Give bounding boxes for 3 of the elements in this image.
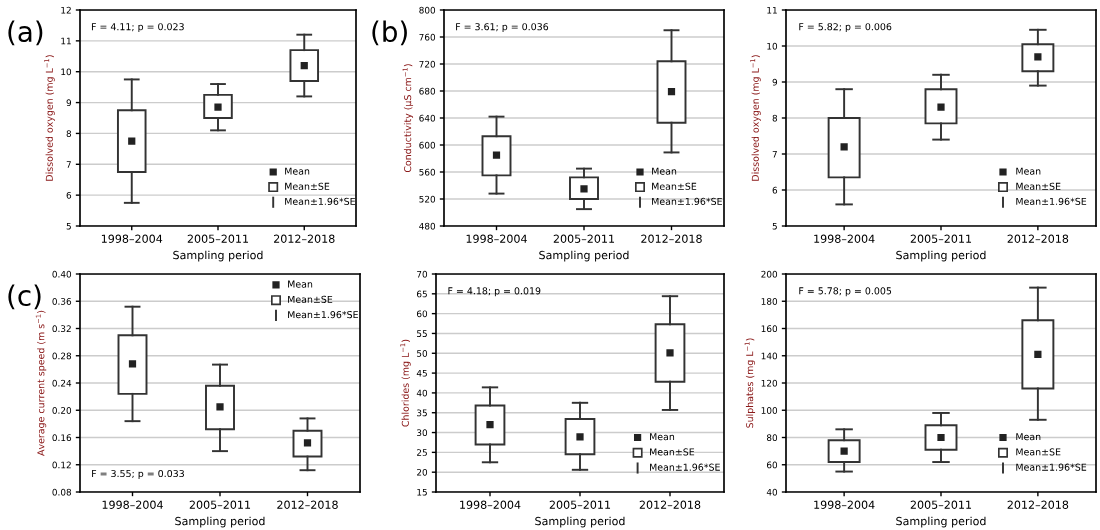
chart-title: (c) bbox=[8, 284, 41, 310]
chart-title: (b) bbox=[372, 20, 407, 46]
chart-title: (a) bbox=[8, 20, 43, 46]
